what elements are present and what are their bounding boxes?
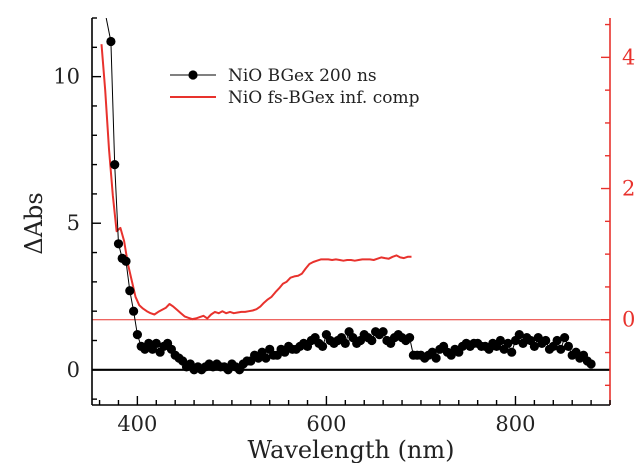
legend-swatch-marker-bgex — [188, 70, 198, 80]
plot-area — [92, 319, 610, 371]
x-tick-label: 400 — [117, 412, 157, 436]
series-bgex-point — [106, 36, 116, 47]
series-bgex-point — [556, 344, 566, 354]
series-bgex-point — [541, 335, 551, 346]
legend-label-fs-bgex: NiO fs-BGex inf. comp — [228, 88, 420, 108]
y-tick-label: 10 — [53, 65, 80, 89]
series-fs-bgex-path — [100, 44, 412, 321]
series-bgex-point — [431, 353, 441, 363]
series-bgex-point — [514, 330, 524, 340]
y2-tick-label: 2 — [622, 177, 635, 201]
y-tick-label: 0 — [67, 358, 80, 382]
legend-label-bgex: NiO BGex 200 ns — [228, 66, 377, 86]
series-bgex-point — [121, 256, 131, 266]
series-bgex-point — [495, 335, 505, 346]
series-bgex-point — [552, 335, 562, 346]
series-bgex-point — [125, 286, 135, 296]
y-axis-label: ΔAbs — [20, 192, 48, 254]
series-bgex-point — [129, 306, 139, 316]
x-axis-label: Wavelength (nm) — [247, 436, 454, 463]
series-bgex-point — [405, 333, 415, 343]
series-bgex-point — [378, 327, 388, 337]
series-bgex-point — [507, 347, 517, 357]
series-bgex-point — [151, 338, 161, 348]
series-fs-bgex-line — [100, 44, 412, 321]
series-bgex-200ns — [105, 18, 596, 375]
series-bgex-point — [110, 160, 120, 170]
series-bgex-point — [340, 338, 350, 348]
series-bgex-point — [586, 359, 596, 369]
series-bgex-point — [113, 239, 124, 249]
series-bgex-point — [560, 333, 570, 343]
x-tick-label: 600 — [306, 412, 346, 436]
x-tick-label: 800 — [495, 412, 535, 436]
series-bgex-point — [503, 338, 513, 348]
axes: 400 600 800 0 5 10 0 2 4 — [53, 17, 635, 436]
series-bgex-point — [563, 341, 574, 351]
y2-tick-label: 4 — [622, 45, 635, 69]
series-bgex-point — [132, 330, 142, 340]
series-bgex-point — [261, 353, 271, 363]
series-bgex-point — [367, 335, 377, 346]
series-bgex-point — [318, 341, 328, 351]
y2-tick-label: 0 — [622, 308, 635, 332]
y-tick-label: 5 — [67, 211, 80, 235]
series-bgex-point — [529, 341, 540, 351]
